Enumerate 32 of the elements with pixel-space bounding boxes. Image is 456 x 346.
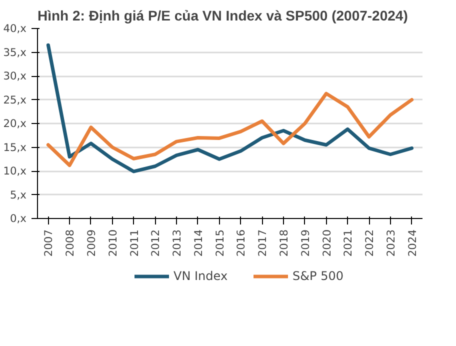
y-tick-label: 0,x [10,212,27,225]
y-tick-label: 5,x [10,188,27,202]
y-tick-label: 35,x [3,46,27,59]
x-tick-label: 2016 [234,229,248,257]
x-tick-label: 2015 [213,229,226,257]
x-tick-label: 2019 [298,229,312,257]
y-tick-label: 20,x [3,117,27,130]
legend-label: S&P 500 [292,269,344,283]
y-tick-label: 15,x [3,140,27,154]
x-tick-label: 2009 [84,229,98,257]
y-tick-label: 25,x [3,93,27,106]
line-series [46,43,414,174]
x-tick-label: 2014 [192,229,205,257]
x-tick-label: 2020 [320,229,334,257]
x-tick-label: 2008 [64,229,77,257]
x-tick-label: 2023 [384,229,398,257]
x-tick-label: 2018 [277,229,290,257]
chart-title: Hình 2: Định giá P/E của VN Index và SP500 (2007-2024) [38,8,408,24]
x-tick-label: 2021 [342,229,355,257]
legend-label: VN Index [174,269,228,283]
line-series [46,92,414,168]
x-tick-label: 2024 [406,229,419,257]
y-tick-label: 10,x [3,164,27,178]
x-tick-label: 2022 [363,229,376,257]
x-tick-label: 2017 [256,229,270,257]
x-tick-label: 2010 [106,229,120,257]
y-tick-label: 40,x [3,22,27,35]
x-tick-label: 2013 [170,229,184,257]
x-tick-label: 2007 [42,229,56,257]
x-tick-label: 2012 [149,229,162,257]
y-tick-label: 30,x [3,70,27,82]
x-tick-label: 2011 [128,229,141,257]
